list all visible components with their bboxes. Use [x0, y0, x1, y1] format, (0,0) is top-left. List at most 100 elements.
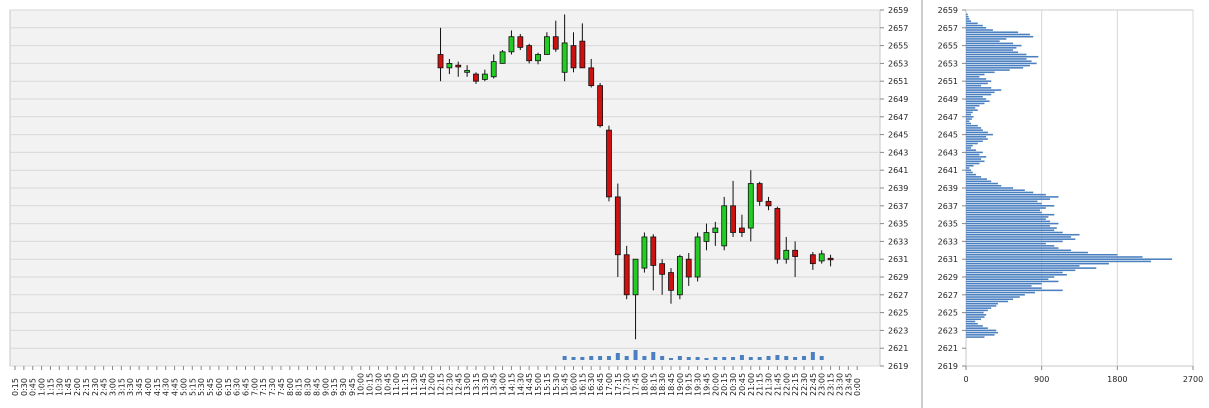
- profile-bar: [966, 149, 977, 151]
- time-tick-label: 1:15: [46, 378, 55, 396]
- time-tick-label: 4:15: [153, 378, 162, 396]
- profile-bar: [966, 129, 983, 131]
- time-tick-label: 20:30: [729, 373, 738, 396]
- time-tick-label: 11:45: [419, 373, 428, 396]
- profile-bar: [966, 64, 1030, 67]
- time-tick-label: 4:45: [171, 378, 180, 396]
- time-tick-label: 23:15: [827, 373, 836, 396]
- profile-bar: [966, 294, 1025, 296]
- profile-bar: [966, 29, 993, 31]
- volume-bar: [642, 356, 647, 360]
- candle-body: [730, 205, 736, 233]
- profile-bar: [966, 42, 1014, 45]
- time-tick-label: 7:45: [277, 378, 286, 396]
- candle-body: [774, 208, 781, 260]
- time-tick-label: 1:30: [55, 378, 64, 396]
- profile-price-tick-label: 2623: [938, 326, 958, 335]
- profile-bar: [966, 258, 1172, 260]
- time-tick-label: 15:45: [561, 373, 570, 396]
- time-tick-label: 15:30: [552, 373, 561, 396]
- profile-bar: [966, 218, 1046, 220]
- candle-body: [623, 254, 630, 296]
- volume-bar: [739, 355, 744, 360]
- profile-bar: [966, 202, 1042, 205]
- price-tick-label: 2627: [888, 291, 908, 300]
- candle-body: [437, 54, 444, 69]
- time-tick-label: 0:15: [11, 378, 20, 396]
- profile-bar: [966, 13, 968, 16]
- profile-volume-tick-label: 900: [1034, 375, 1049, 384]
- time-tick-label: 21:45: [773, 373, 782, 396]
- candle-body: [756, 183, 763, 202]
- profile-price-tick-label: 2633: [938, 237, 958, 246]
- profile-bar: [966, 247, 1059, 249]
- volume-bar: [819, 356, 824, 360]
- candle-body: [508, 36, 515, 53]
- volume-bars: [562, 350, 824, 360]
- volume-bar: [766, 356, 771, 360]
- time-tick-label: 12:00: [428, 373, 437, 396]
- candle-body: [544, 36, 550, 55]
- candle-body: [659, 263, 666, 275]
- price-tick-label: 2655: [888, 42, 908, 51]
- profile-bar: [966, 133, 993, 136]
- candle-body: [765, 200, 772, 207]
- time-tick-label: 18:15: [649, 373, 658, 396]
- profile-bar: [966, 27, 987, 29]
- time-tick-label: 23:30: [835, 373, 844, 396]
- profile-bar: [966, 176, 982, 178]
- time-tick-label: 18:45: [667, 373, 676, 396]
- profile-bar: [966, 38, 1007, 40]
- time-tick-label: 12:15: [437, 373, 446, 396]
- price-tick-label: 2631: [888, 255, 908, 264]
- candle-body: [712, 227, 719, 233]
- volume-bar: [606, 356, 611, 360]
- profile-bar: [966, 53, 1027, 56]
- profile-bar: [966, 260, 1151, 263]
- candle-body: [552, 36, 559, 50]
- time-tick-label: 0:45: [29, 378, 38, 396]
- profile-bar: [966, 229, 1055, 232]
- profile-bar: [966, 118, 972, 120]
- profile-bar: [966, 173, 977, 176]
- profile-price-tick-label: 2643: [938, 148, 958, 157]
- candle-body: [818, 253, 825, 262]
- price-tick-label: 2621: [888, 344, 908, 353]
- volume-bar: [571, 357, 576, 360]
- profile-bar: [966, 300, 1009, 303]
- time-tick-label: 10:15: [366, 373, 375, 396]
- time-tick-label: 18:00: [640, 373, 649, 396]
- time-tick-label: 3:30: [126, 378, 135, 396]
- candle-body: [650, 236, 657, 266]
- time-axis-ticks: 0:15 0:30 0:45 1:00 1:15 1:30 1:45 2:00 2:15 2:30…: [11, 366, 862, 396]
- candle-body: [747, 183, 754, 229]
- profile-bar: [966, 278, 1049, 281]
- profile-bar: [966, 127, 982, 129]
- profile-bar: [966, 280, 1059, 283]
- time-tick-label: 20:00: [711, 373, 720, 396]
- profile-bar: [966, 69, 1010, 71]
- time-tick-label: 9:15: [330, 378, 339, 396]
- profile-bar: [966, 182, 998, 185]
- time-tick-label: 8:45: [312, 378, 321, 396]
- volume-bar: [624, 356, 629, 360]
- time-tick-label: 6:30: [233, 378, 242, 396]
- time-tick-label: 7:00: [250, 378, 259, 396]
- profile-bar: [966, 104, 980, 107]
- profile-price-tick-label: 2647: [938, 113, 958, 122]
- time-tick-label: 14:45: [525, 373, 534, 396]
- profile-bar: [966, 102, 985, 105]
- profile-bar: [966, 307, 992, 309]
- price-tick-label: 2647: [888, 113, 908, 122]
- time-tick-label: 4:30: [162, 378, 171, 396]
- candle-body: [792, 249, 799, 257]
- time-tick-label: 5:15: [188, 378, 197, 396]
- profile-bar: [966, 184, 1002, 187]
- profile-bar: [966, 49, 1014, 51]
- candle-body: [606, 129, 612, 198]
- time-tick-label: 4:00: [144, 378, 153, 396]
- profile-bar: [966, 187, 1014, 189]
- candle-body: [481, 73, 488, 80]
- time-tick-label: 14:15: [507, 373, 516, 396]
- profile-bar: [966, 267, 1097, 269]
